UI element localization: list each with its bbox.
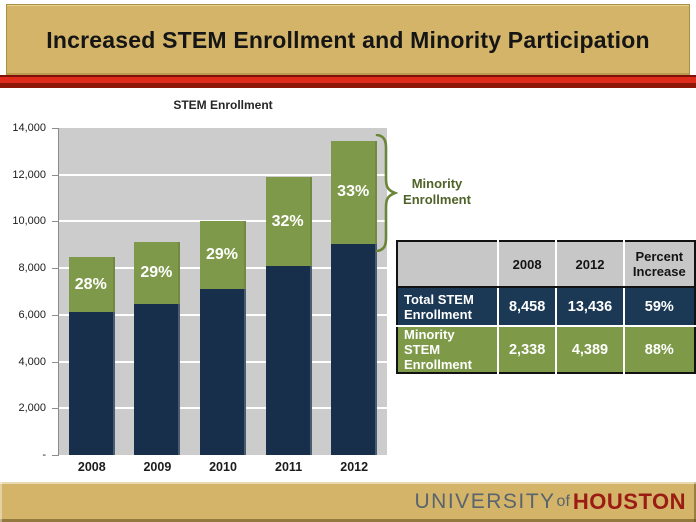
y-axis-label: - xyxy=(42,449,46,461)
table-header-2008: 2008 xyxy=(497,241,558,288)
y-axis-label: 4,000 xyxy=(18,355,46,368)
footer-bar: UNIVERSITY of HOUSTON xyxy=(0,482,696,522)
bar-segment-base xyxy=(68,312,115,455)
bar-percent-label: 29% xyxy=(140,264,173,282)
row-label-minority: Minority STEM Enrollment xyxy=(397,326,499,373)
bar-percent-label: 32% xyxy=(271,212,304,230)
y-axis-label: 10,000 xyxy=(12,215,46,228)
chart-plot-area: 28% 29% 29% 32% 33% xyxy=(59,128,387,455)
x-axis-label-2009: 2009 xyxy=(143,460,172,474)
y-axis-label: 6,000 xyxy=(18,308,46,321)
y-axis-tick xyxy=(52,408,58,410)
y-axis-tick xyxy=(52,174,58,176)
chart-title: STEM Enrollment xyxy=(173,98,273,112)
bar-percent-label: 29% xyxy=(205,246,239,264)
y-axis-label: 12,000 xyxy=(12,168,46,181)
bar-2008: 28% xyxy=(68,257,115,455)
table-header-row: 2008 2012 Percent Increase xyxy=(397,241,695,288)
table-header-blank xyxy=(397,241,499,288)
summary-table: 2008 2012 Percent Increase Total STEM En… xyxy=(396,240,696,374)
gridline xyxy=(59,220,387,223)
minority-2008-value: 2,338 xyxy=(497,326,558,373)
minority-enrollment-callout: Minority Enrollment xyxy=(403,176,471,207)
bar-2012: 33% xyxy=(331,141,378,455)
y-axis-tick xyxy=(52,455,58,456)
logo-houston: HOUSTON xyxy=(572,489,686,514)
total-2012-value: 13,436 xyxy=(556,287,625,327)
table-header-percent-increase: Percent Increase xyxy=(623,241,695,288)
bar-2011: 32% xyxy=(265,177,312,455)
y-axis-label: 14,000 xyxy=(12,122,46,134)
table-row-minority: Minority STEM Enrollment 2,338 4,389 88% xyxy=(397,326,695,373)
y-axis-tick xyxy=(52,268,58,270)
bar-segment-base xyxy=(134,304,181,455)
y-axis-tick xyxy=(52,221,58,223)
title-banner: Increased STEM Enrollment and Minority P… xyxy=(6,4,690,76)
bar-segment-base xyxy=(265,266,312,455)
x-axis-label-2010: 2010 xyxy=(209,460,237,474)
gridline xyxy=(59,173,387,176)
y-axis-tick xyxy=(52,314,58,316)
bar-2010: 29% xyxy=(200,221,246,455)
minority-percent-increase: 88% xyxy=(623,326,695,373)
bar-percent-label: 28% xyxy=(74,275,107,293)
x-axis-label-2012: 2012 xyxy=(340,460,369,474)
bar-segment-base xyxy=(200,289,246,455)
slide-title: Increased STEM Enrollment and Minority P… xyxy=(46,26,650,53)
y-axis-tick xyxy=(52,128,58,129)
bar-percent-label: 33% xyxy=(337,183,370,201)
bar-2009: 29% xyxy=(134,242,181,455)
minority-2012-value: 4,389 xyxy=(556,326,625,373)
table-row-total: Total STEM Enrollment 8,458 13,436 59% xyxy=(397,287,695,327)
logo-of: of xyxy=(556,493,570,510)
total-percent-increase: 59% xyxy=(623,287,695,327)
bar-segment-minority: 28% xyxy=(68,257,115,313)
red-accent-divider xyxy=(0,75,696,88)
x-axis-label-2008: 2008 xyxy=(77,460,106,474)
y-axis-line xyxy=(58,128,59,456)
y-axis-label: 8,000 xyxy=(18,262,46,275)
total-2008-value: 8,458 xyxy=(497,287,558,327)
bar-segment-minority: 32% xyxy=(265,177,312,267)
y-axis-tick xyxy=(52,361,58,363)
bar-segment-minority: 29% xyxy=(200,221,246,290)
x-axis-label-2011: 2011 xyxy=(275,460,303,474)
bar-segment-base xyxy=(331,243,378,455)
row-label-total: Total STEM Enrollment xyxy=(397,287,499,327)
y-axis-label: 2,000 xyxy=(18,402,46,415)
table-header-2012: 2012 xyxy=(556,241,625,288)
brace-icon xyxy=(375,134,398,252)
logo-university: UNIVERSITY xyxy=(414,490,556,513)
bar-segment-minority: 29% xyxy=(134,242,181,305)
bar-segment-minority: 33% xyxy=(331,141,378,244)
